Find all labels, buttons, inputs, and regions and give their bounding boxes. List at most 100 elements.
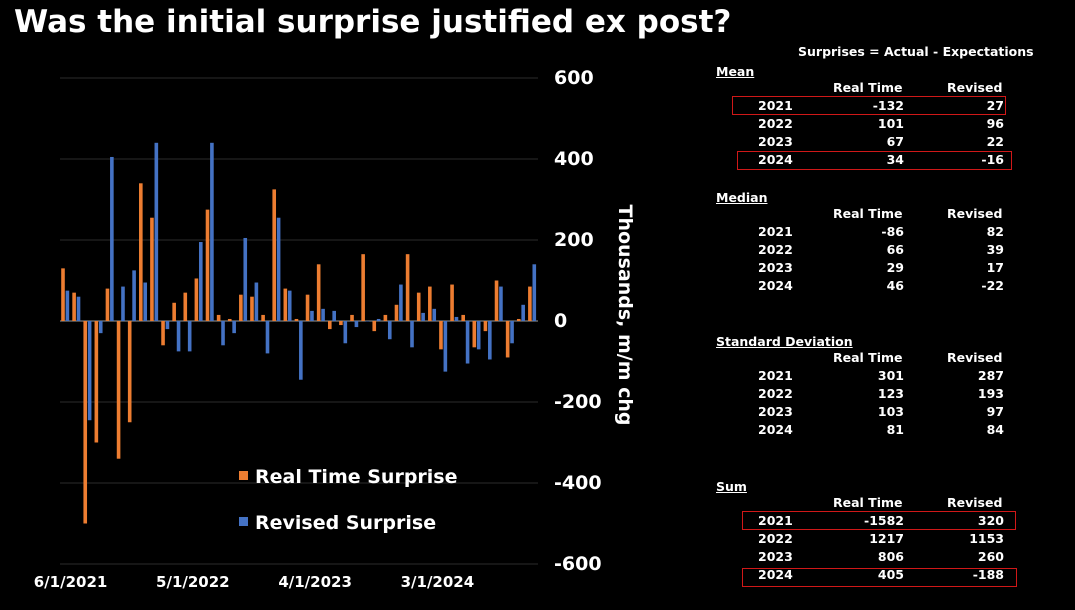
- revised-bar: [76, 296, 81, 321]
- real-time-bar: [94, 321, 99, 443]
- revised-bar: [432, 308, 437, 321]
- revised-bar: [198, 242, 203, 321]
- highlight-box: [732, 96, 1006, 115]
- revised-bar: [354, 321, 359, 328]
- real-time-bar: [416, 292, 421, 321]
- value-revised: -22: [981, 278, 1004, 293]
- value-real-time: 101: [877, 116, 904, 131]
- revised-bar: [110, 156, 114, 321]
- real-time-bar: [205, 209, 210, 321]
- value-revised: 97: [986, 404, 1004, 419]
- real-time-bar: [227, 318, 232, 321]
- revised-bar: [132, 270, 136, 321]
- column-header-revised: Revised: [947, 350, 1003, 365]
- y-tick-label: 600: [554, 67, 594, 89]
- value-real-time: -132: [872, 98, 904, 113]
- value-real-time: 67: [886, 134, 904, 149]
- legend-swatch-real-time: [239, 471, 248, 480]
- revised-bar: [376, 318, 381, 321]
- real-time-bar: [383, 314, 388, 321]
- section-title: Standard Deviation: [716, 334, 853, 349]
- row-year: 2023: [758, 549, 793, 564]
- column-header-revised: Revised: [947, 80, 1003, 95]
- real-time-bar: [405, 254, 410, 321]
- value-real-time: 46: [886, 278, 904, 293]
- row-year: 2023: [758, 260, 793, 275]
- value-revised: 320: [977, 513, 1004, 528]
- revised-bar: [299, 321, 303, 380]
- real-time-bar: [272, 189, 277, 321]
- real-time-bar: [472, 321, 477, 348]
- row-year: 2023: [758, 134, 793, 149]
- legend-label-real-time: Real Time Surprise: [255, 466, 458, 488]
- value-real-time: -1582: [864, 513, 904, 528]
- column-header-revised: Revised: [947, 495, 1003, 510]
- value-revised: 84: [986, 422, 1004, 437]
- x-tick-label: 6/1/2021: [34, 573, 108, 591]
- legend-label-revised: Revised Surprise: [255, 512, 436, 534]
- row-year: 2022: [758, 386, 793, 401]
- real-time-bar: [116, 321, 121, 459]
- row-year: 2024: [758, 422, 793, 437]
- revised-bar: [176, 321, 181, 352]
- real-time-bar: [305, 294, 310, 321]
- revised-bar: [465, 321, 470, 364]
- revised-bar: [488, 321, 492, 360]
- section-title: Median: [716, 190, 768, 205]
- chart-title: Was the initial surprise justified ex po…: [14, 4, 732, 40]
- row-year: 2021: [758, 98, 793, 113]
- value-revised: 193: [977, 386, 1004, 401]
- row-year: 2022: [758, 531, 793, 546]
- revised-bar: [521, 304, 525, 321]
- x-tick-label: 4/1/2023: [278, 573, 352, 591]
- revised-bar: [276, 217, 281, 321]
- real-time-bar: [327, 321, 332, 330]
- highlight-box: [737, 151, 1012, 170]
- real-time-bar: [461, 314, 465, 321]
- real-time-bar: [505, 321, 510, 358]
- real-time-bar: [283, 288, 288, 321]
- revised-bar: [510, 321, 514, 344]
- real-time-bar: [361, 254, 365, 321]
- section-title: Sum: [716, 479, 747, 494]
- real-time-bar: [139, 183, 143, 321]
- revised-bar: [332, 310, 336, 321]
- revised-bar: [221, 321, 225, 346]
- y-tick-label: -200: [554, 391, 602, 413]
- revised-bar: [87, 321, 92, 421]
- row-year: 2022: [758, 242, 793, 257]
- real-time-bar: [239, 294, 243, 321]
- value-real-time: 103: [877, 404, 904, 419]
- real-time-bar: [439, 321, 443, 350]
- value-real-time: 29: [886, 260, 904, 275]
- revised-bar: [499, 286, 503, 321]
- real-time-bar: [294, 318, 299, 321]
- real-time-bar: [394, 304, 399, 321]
- highlight-box: [742, 511, 1016, 530]
- revised-bar: [321, 308, 325, 321]
- value-revised: 96: [986, 116, 1004, 131]
- real-time-bar: [516, 318, 521, 321]
- revised-bar: [387, 321, 392, 340]
- revised-bar: [532, 264, 537, 321]
- real-time-bar: [339, 321, 343, 326]
- revised-bar: [310, 310, 314, 321]
- row-year: 2021: [758, 513, 793, 528]
- value-real-time: 806: [877, 549, 904, 564]
- revised-bar: [187, 321, 192, 352]
- revised-bar: [143, 282, 148, 321]
- revised-bar: [410, 321, 414, 348]
- revised-bar: [365, 321, 370, 322]
- revised-bar: [287, 290, 292, 321]
- value-real-time: 123: [877, 386, 904, 401]
- value-real-time: 34: [886, 152, 904, 167]
- y-tick-label: -600: [554, 553, 602, 575]
- column-header-revised: Revised: [947, 206, 1003, 221]
- column-header-real-time: Real Time: [833, 80, 903, 95]
- real-time-bar: [216, 314, 221, 321]
- real-time-bar: [172, 302, 176, 321]
- row-year: 2023: [758, 404, 793, 419]
- row-year: 2021: [758, 368, 793, 383]
- revised-bar: [232, 321, 236, 334]
- real-time-bar: [72, 292, 76, 321]
